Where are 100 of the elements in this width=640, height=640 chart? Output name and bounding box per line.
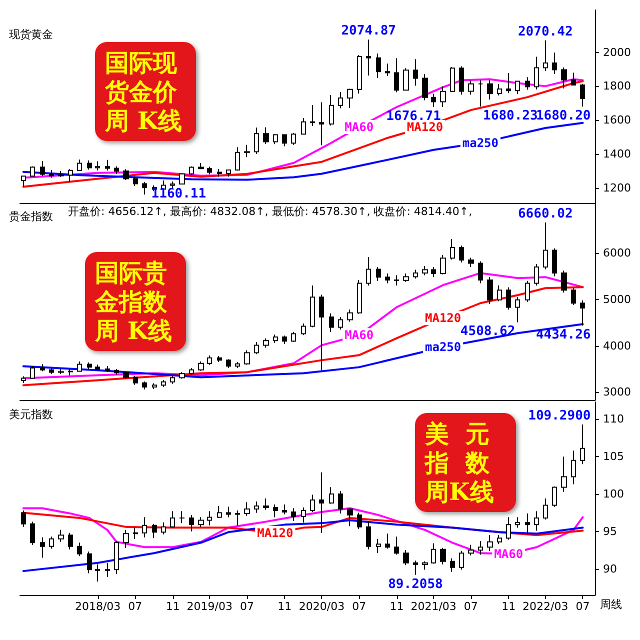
candlestick <box>58 170 64 178</box>
candlestick <box>58 368 64 375</box>
candlestick <box>403 550 409 566</box>
line-series <box>22 519 584 572</box>
candlestick <box>357 54 362 94</box>
candlestick <box>319 472 324 534</box>
candlestick <box>403 68 409 91</box>
candlestick <box>366 256 371 286</box>
candlestick <box>263 338 269 348</box>
candlestick <box>357 279 362 314</box>
candlestick <box>198 162 204 170</box>
candlestick <box>179 372 185 380</box>
annotation: 1160.11 <box>151 186 206 202</box>
x-tick-label: 2022/03 <box>522 600 568 613</box>
candlestick <box>394 274 399 286</box>
candlestick <box>497 83 502 96</box>
candlestick <box>497 534 502 545</box>
candlestick <box>217 355 222 362</box>
candlestick <box>49 169 54 178</box>
candlestick <box>413 269 418 280</box>
candlestick <box>552 52 557 74</box>
annotation: 开盘价: 4656.12↑, 最高价: 4832.08↑, 最低价: 4578.30↑, 收盘价: 4814.40↑, <box>68 205 472 218</box>
text: 现货黄金 <box>9 28 53 41</box>
candlestick <box>254 500 259 514</box>
candlestick <box>226 169 231 178</box>
x-tick-label: 11 <box>502 600 516 613</box>
x-tick-label: 11 <box>390 600 404 613</box>
candlestick <box>347 88 353 109</box>
candlestick <box>580 424 585 465</box>
candlestick <box>468 80 474 96</box>
candlestick <box>133 176 138 186</box>
candlestick <box>450 238 455 260</box>
candlestick <box>310 104 315 126</box>
candlestick <box>459 66 464 96</box>
candlestick <box>571 287 576 306</box>
candlestick <box>543 40 548 72</box>
y-tick-label: 95 <box>603 524 617 538</box>
candlestick <box>478 260 483 284</box>
candlestick <box>440 254 446 275</box>
x-tick-label: 07 <box>576 600 590 613</box>
candlestick <box>244 502 250 516</box>
candlestick <box>431 93 436 108</box>
candlestick <box>123 371 129 380</box>
candlestick <box>394 536 399 556</box>
candlestick <box>152 523 157 539</box>
y-tick-label: 100 <box>603 488 624 501</box>
candlestick <box>95 564 100 582</box>
candlestick <box>244 350 250 366</box>
candlestick <box>319 294 324 371</box>
candlestick <box>198 361 204 372</box>
candlestick <box>487 276 493 305</box>
y-tick-label: 5000 <box>603 292 631 306</box>
y-tick-label: 105 <box>603 450 624 464</box>
candlestick <box>114 368 119 376</box>
candlestick <box>30 166 35 177</box>
candlestick <box>394 58 399 93</box>
candlestick <box>338 490 343 514</box>
candlestick <box>301 323 306 336</box>
annotation: 2074.87 <box>341 24 396 39</box>
candlestick <box>478 540 483 556</box>
candlestick <box>217 505 222 518</box>
annotation: 国际现货金价周 K线 <box>104 48 182 135</box>
candlestick <box>468 544 474 556</box>
candlestick <box>282 134 287 147</box>
candlestick <box>580 83 585 107</box>
candlestick <box>95 364 100 371</box>
candlestick <box>347 309 353 322</box>
candlestick <box>21 175 26 188</box>
candlestick <box>291 132 296 146</box>
x-tick-label: 07 <box>464 600 478 613</box>
candlestick <box>254 342 259 355</box>
candlestick <box>310 285 315 328</box>
candlestick <box>347 508 353 527</box>
candlestick <box>114 540 119 575</box>
annotation: 6660.02 <box>518 206 573 222</box>
candlestick <box>77 159 82 171</box>
candlestick <box>152 382 157 390</box>
annotation: 1680.20 <box>536 108 591 124</box>
candlestick <box>338 92 343 109</box>
candlestick <box>235 361 240 369</box>
candlestick <box>468 257 474 268</box>
candlestick <box>87 160 92 170</box>
candlestick <box>254 127 259 154</box>
candlestick <box>422 560 428 570</box>
candlestick <box>189 368 194 376</box>
x-tick-label: 2020/03 <box>298 600 345 613</box>
candlestick <box>198 516 204 528</box>
candlestick <box>459 245 464 263</box>
candlestick <box>515 296 520 323</box>
annotation: 89.2058 <box>388 576 444 592</box>
candlestick <box>273 504 278 518</box>
annotation: 国际贵金指数周 K线 <box>94 258 172 345</box>
candlestick <box>329 94 334 126</box>
candlestick <box>301 506 306 523</box>
text: 贵金指数 <box>9 210 53 223</box>
candlestick <box>561 67 567 89</box>
candlestick <box>571 72 576 86</box>
candlestick <box>450 558 455 572</box>
candlestick <box>282 504 287 515</box>
candlestick <box>403 272 409 282</box>
